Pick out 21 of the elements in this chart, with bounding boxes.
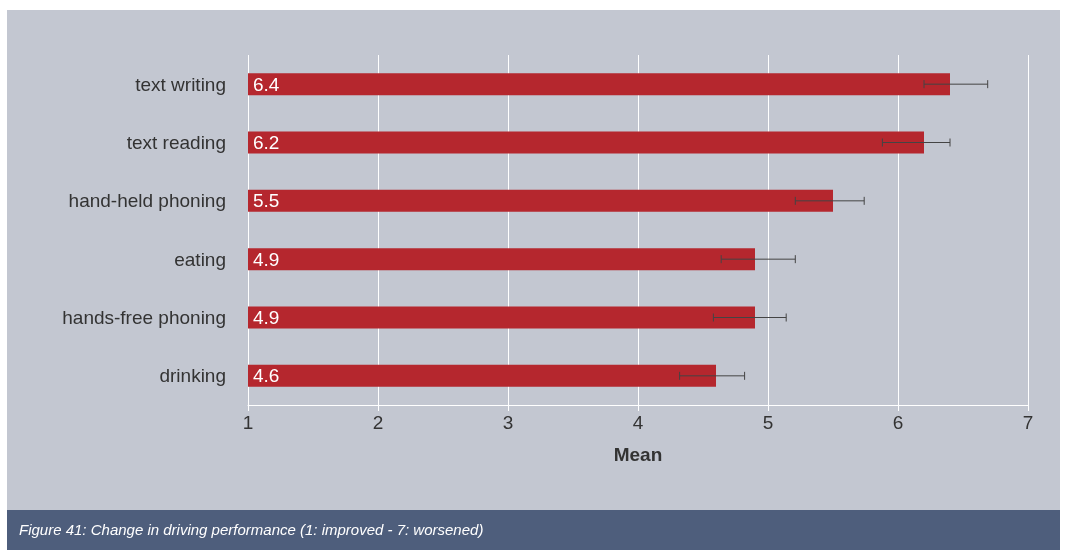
data-label: 4.6 [253, 365, 280, 387]
x-tick-label: 1 [242, 412, 254, 433]
x-tick-label: 7 [1022, 412, 1034, 433]
caption: Figure 41: Change in driving performance (1: improved - 7: worsened) [7, 510, 1060, 550]
x-tick-label: 3 [502, 412, 514, 433]
data-label: 6.4 [253, 73, 280, 95]
x-axis-title: Mean [613, 444, 663, 465]
x-tick-label: 6 [892, 412, 904, 433]
x-tick-label: 5 [762, 412, 774, 433]
data-label: 5.5 [253, 190, 280, 212]
y-tick-label: eating [174, 248, 226, 270]
y-tick-label: hands-free phoning [62, 307, 226, 328]
y-tick-label: drinking [159, 365, 226, 387]
data-label: 4.9 [253, 248, 280, 270]
data-label: 6.2 [253, 132, 280, 153]
x-tick-label: 4 [632, 412, 644, 433]
y-tick-label: text reading [126, 132, 226, 153]
x-tick-label: 2 [372, 412, 384, 433]
y-tick-label: text writing [135, 73, 226, 95]
y-tick-label: hand-held phoning [68, 190, 226, 212]
data-label: 4.9 [253, 307, 280, 328]
